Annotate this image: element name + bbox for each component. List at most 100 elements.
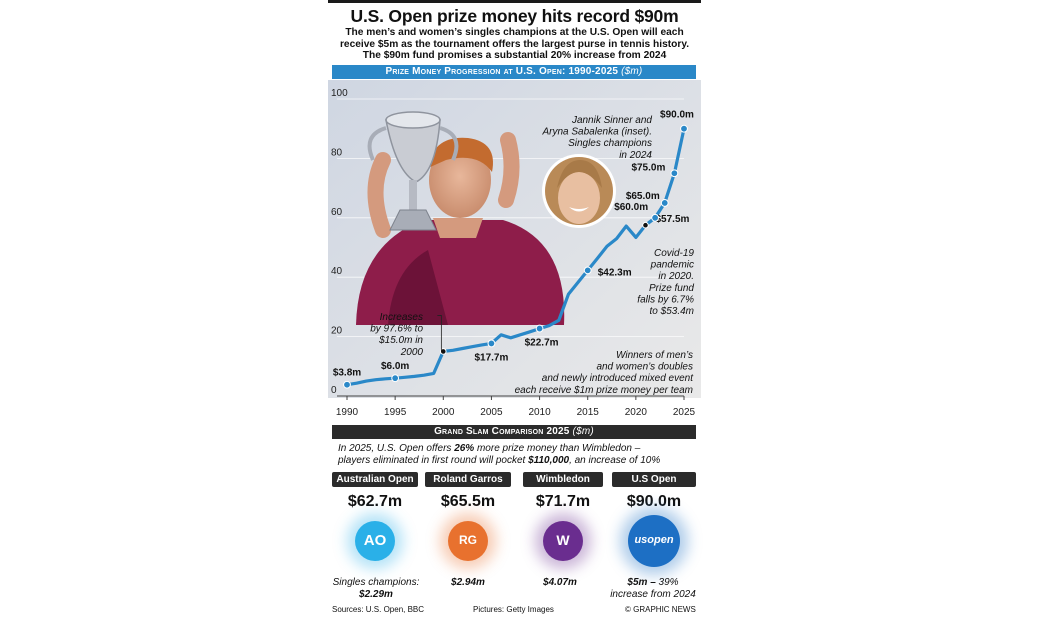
y-tick-label: 100: [331, 88, 348, 99]
note-bold: $2.29m: [359, 588, 393, 600]
logo-text: AO: [363, 532, 387, 549]
logo-text: W: [556, 532, 570, 548]
note-bold: $2.94m: [451, 577, 485, 588]
photo-caption-line: Jannik Sinner and: [571, 115, 652, 126]
series-line: [345, 127, 686, 387]
data-label: $65.0m: [626, 191, 660, 202]
annotation-covid-line: falls by 6.7%: [637, 294, 694, 305]
note-text: , an increase of 10%: [569, 455, 661, 466]
annotation-leader-2000: [437, 315, 442, 351]
slam-note-wimbledon: $4.07m: [512, 577, 608, 589]
comparison-section-title: Grand Slam Comparison 2025 ($m): [332, 425, 696, 439]
chart-value-labels: $3.8m $6.0m $17.7m $22.7m $42.3m $57.5m $60.0m…: [333, 110, 694, 389]
x-tick-label: 2010: [528, 407, 551, 418]
logo-text: RG: [459, 533, 477, 547]
annotation-winners-line: and newly introduced mixed event: [542, 373, 694, 384]
annotation-covid-line: to $53.4m: [650, 306, 694, 317]
note-text: 39%: [655, 577, 679, 588]
logo-text: usopen: [634, 534, 674, 546]
chart-section-title-text: Prize Money Progression at U.S. Open: 19…: [385, 66, 619, 77]
data-label: $22.7m: [525, 338, 559, 349]
annotation-2000-line: by 97.6% to: [370, 324, 423, 335]
y-tick-label: 40: [331, 266, 343, 277]
comparison-section-unit: ($m): [572, 426, 594, 437]
comparison-note-line: players eliminated in first round will p…: [338, 455, 698, 467]
note-line: $5m – 39%: [605, 577, 701, 589]
note-line: increase from 2024: [610, 588, 696, 600]
slam-name: U.S Open: [612, 472, 696, 487]
data-point: [583, 266, 592, 275]
chart-axes: 0 20 40 60 80 100 1990 1995 2000 2005 2010 2015 2020…: [331, 88, 696, 418]
data-label: $17.7m: [474, 352, 508, 363]
grand-slam-roland-garros: Roland Garros $65.5m RG: [425, 472, 511, 561]
slam-note-us-open: $5m – 39% increase from 2024: [605, 577, 701, 600]
standfirst-line: receive $5m as the tournament offers the…: [339, 38, 690, 50]
slam-amount: $90.0m: [626, 493, 682, 510]
slam-amount: $62.7m: [347, 493, 403, 510]
annotation-2000-line: $15.0m in: [378, 335, 423, 346]
grand-slam-us-open: U.S Open $90.0m usopen: [611, 472, 697, 567]
data-label: $6.0m: [381, 361, 409, 372]
data-label: $42.3m: [598, 267, 632, 278]
data-label: $75.0m: [631, 162, 665, 173]
x-tick-label: 1990: [336, 407, 359, 418]
x-tick-label: 1995: [384, 407, 407, 418]
inset-photo: [542, 154, 616, 228]
data-label: $90.0m: [660, 110, 694, 121]
note-line: Singles champions:: [332, 577, 420, 588]
x-tick-label: 2020: [625, 407, 648, 418]
annotation-point-2000: [439, 348, 447, 355]
data-point: [535, 324, 544, 333]
data-point: [343, 380, 351, 389]
slam-note-roland-garros: $2.94m: [420, 577, 516, 589]
slam-name: Australian Open: [332, 472, 418, 487]
chart-section-title: Prize Money Progression at U.S. Open: 19…: [332, 65, 696, 79]
data-label: $57.5m: [655, 214, 689, 225]
photo-caption-line: Aryna Sabalenka (inset).: [541, 127, 652, 138]
photo-caption-line: in 2024: [619, 150, 652, 161]
headline: U.S. Open prize money hits record $90m: [350, 6, 679, 26]
y-tick-label: 80: [331, 147, 343, 158]
annotation-2000-line: Increases: [380, 312, 423, 323]
infographic-panel: U.S. Open prize money hits record $90m T…: [328, 0, 701, 621]
data-point: [680, 124, 688, 133]
x-tick-label: 2025: [673, 407, 696, 418]
note-bold: $5m –: [627, 577, 656, 588]
comparison-section-title-text: Grand Slam Comparison 2025: [434, 426, 570, 437]
annotation-covid-line: pandemic: [650, 260, 694, 271]
note-bold: $110,000: [528, 455, 570, 466]
data-point: [391, 374, 400, 383]
footer-pictures: Pictures: Getty Images: [473, 605, 554, 614]
data-label: $60.0m: [614, 202, 648, 213]
footer-sources: Sources: U.S. Open, BBC: [332, 605, 425, 614]
australian-open-logo-icon: AO: [355, 521, 395, 561]
x-tick-label: 2000: [432, 407, 455, 418]
wimbledon-logo-icon: W: [543, 521, 583, 561]
grand-slam-australian-open: Australian Open $62.7m AO: [332, 472, 418, 561]
standfirst: The men’s and women’s singles champions …: [332, 27, 697, 62]
annotation-winners-line: and women’s doubles: [596, 362, 693, 373]
note-bold: $4.07m: [543, 577, 577, 588]
x-tick-label: 2015: [577, 407, 600, 418]
x-tick-label: 2005: [480, 407, 503, 418]
chart-section-unit: ($m): [621, 66, 643, 77]
note-text: more prize money than Wimbledon –: [474, 443, 641, 454]
roland-garros-logo-icon: RG: [448, 521, 488, 561]
slam-name: Wimbledon: [523, 472, 603, 487]
slam-amount: $71.7m: [535, 493, 591, 510]
us-open-logo-icon: usopen: [628, 515, 680, 567]
top-rule: [328, 0, 701, 3]
photo-caption-line: Singles champions: [568, 138, 652, 149]
data-point: [642, 221, 649, 229]
slam-amount: $65.5m: [440, 493, 496, 510]
data-point: [660, 199, 669, 207]
data-point: [487, 339, 496, 348]
annotation-covid-line: Prize fund: [649, 283, 694, 294]
annotation-covid-line: in 2020.: [658, 271, 694, 282]
comparison-note-line: In 2025, U.S. Open offers 26% more prize…: [338, 443, 698, 455]
note-text: players eliminated in first round will p…: [338, 455, 529, 466]
note-bold: 26%: [454, 443, 475, 454]
y-tick-label: 0: [331, 385, 337, 396]
comparison-note: In 2025, U.S. Open offers 26% more prize…: [338, 443, 698, 467]
annotation-2000-line: 2000: [400, 347, 424, 358]
